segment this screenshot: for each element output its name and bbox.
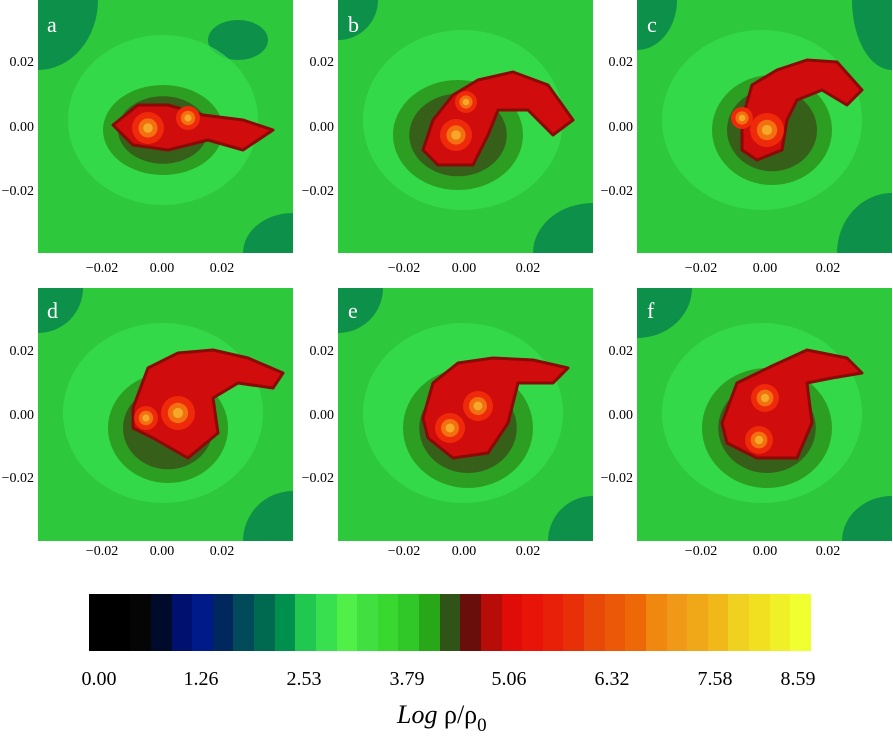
colorbar-tick-label: 1.26 <box>183 668 219 690</box>
colorbar-label-log: Log <box>397 700 438 729</box>
colorbar-tick-label: 2.53 <box>286 668 322 690</box>
colorbar-swatch <box>707 594 729 651</box>
y-tick-label: 0.02 <box>608 344 634 359</box>
x-tick-label: 0.02 <box>815 544 841 559</box>
colorbar-label: Log ρ/ρ0 <box>397 700 487 741</box>
y-tick-label: 0.00 <box>309 120 335 135</box>
colorbar-swatch <box>480 594 502 651</box>
colorbar-swatch <box>790 594 811 651</box>
colorbar-swatch <box>254 594 275 651</box>
y-tick-label: 0.02 <box>9 344 35 359</box>
y-tick-label: −0.02 <box>301 184 334 199</box>
colorbar-swatch <box>769 594 791 651</box>
colorbar-swatch <box>212 594 234 651</box>
x-tick-label: 0.02 <box>515 261 541 276</box>
colorbar-swatch <box>419 594 440 651</box>
panel-label: b <box>348 12 359 37</box>
colorbar-swatch <box>377 594 399 651</box>
colorbar-swatch <box>563 594 584 651</box>
y-tick-label: 0.00 <box>608 120 634 135</box>
colorbar-swatch <box>274 594 296 651</box>
colorbar-swatch <box>687 594 708 651</box>
colorbar-tick-label: 5.06 <box>491 668 527 690</box>
colorbar <box>89 594 811 651</box>
x-tick-label: −0.02 <box>684 261 718 276</box>
colorbar-swatch <box>666 594 688 651</box>
panel-b <box>338 0 593 253</box>
x-tick-label: 0.02 <box>209 261 235 276</box>
panel-label: f <box>647 298 655 323</box>
y-tick-label: −0.02 <box>301 471 334 486</box>
x-tick-label: −0.02 <box>387 544 421 559</box>
x-tick-label: 0.02 <box>515 544 541 559</box>
y-tick-label: 0.02 <box>309 55 335 70</box>
colorbar-swatch <box>233 594 254 651</box>
x-tick-label: 0.00 <box>451 544 477 559</box>
colorbar-tick-label: 6.32 <box>594 668 630 690</box>
colorbar-swatch <box>460 594 481 651</box>
colorbar-label-subscript: 0 <box>477 715 487 736</box>
y-tick-label: −0.02 <box>600 184 633 199</box>
colorbar-swatch <box>501 594 523 651</box>
panel-c <box>637 0 892 253</box>
colorbar-tick-label: 7.58 <box>697 668 733 690</box>
y-tick-label: 0.02 <box>608 55 634 70</box>
colorbar-tick-label: 0.00 <box>81 668 117 690</box>
colorbar-swatch <box>645 594 667 651</box>
colorbar-swatch <box>295 594 316 651</box>
y-tick-label: 0.02 <box>9 55 35 70</box>
colorbar-swatch <box>130 594 151 651</box>
x-tick-label: −0.02 <box>85 261 119 276</box>
x-tick-label: 0.00 <box>752 544 778 559</box>
x-tick-label: 0.00 <box>752 261 778 276</box>
colorbar-swatch <box>749 594 770 651</box>
x-tick-label: 0.00 <box>451 261 477 276</box>
panel-label: c <box>647 12 657 37</box>
colorbar-swatch <box>192 594 213 651</box>
colorbar-swatch <box>89 594 110 651</box>
x-tick-label: 0.00 <box>149 261 175 276</box>
colorbar-swatch <box>439 594 461 651</box>
colorbar-swatch <box>171 594 193 651</box>
panel-label: d <box>47 298 58 323</box>
colorbar-swatch <box>315 594 337 651</box>
panel-f <box>637 288 892 541</box>
colorbar-swatch <box>542 594 564 651</box>
y-tick-label: −0.02 <box>1 471 34 486</box>
y-tick-label: 0.00 <box>608 408 634 423</box>
colorbar-swatch <box>584 594 605 651</box>
panel-d <box>38 288 293 541</box>
colorbar-swatch <box>336 594 358 651</box>
colorbar-swatch <box>625 594 646 651</box>
y-tick-label: 0.00 <box>309 408 335 423</box>
colorbar-swatch <box>604 594 626 651</box>
x-tick-label: −0.02 <box>85 544 119 559</box>
x-tick-label: 0.02 <box>815 261 841 276</box>
y-tick-label: 0.00 <box>9 120 35 135</box>
y-tick-label: 0.00 <box>9 408 35 423</box>
colorbar-tick-label: 8.59 <box>780 668 816 690</box>
panel-label: e <box>348 298 358 323</box>
colorbar-swatch <box>728 594 749 651</box>
panel-a <box>38 0 293 253</box>
panel-e <box>338 288 593 541</box>
panel-label: a <box>47 12 57 37</box>
colorbar-tick-label: 3.79 <box>389 668 425 690</box>
colorbar-swatch <box>357 594 378 651</box>
y-tick-label: −0.02 <box>1 184 34 199</box>
x-tick-label: −0.02 <box>387 261 421 276</box>
colorbar-swatch <box>522 594 543 651</box>
colorbar-label-rho: ρ/ρ <box>443 700 478 729</box>
colorbar-swatch <box>150 594 172 651</box>
y-tick-label: 0.02 <box>309 344 335 359</box>
x-tick-label: 0.00 <box>149 544 175 559</box>
x-tick-label: −0.02 <box>684 544 718 559</box>
x-tick-label: 0.02 <box>209 544 235 559</box>
colorbar-swatch <box>109 594 131 651</box>
y-tick-label: −0.02 <box>600 471 633 486</box>
colorbar-swatch <box>398 594 419 651</box>
